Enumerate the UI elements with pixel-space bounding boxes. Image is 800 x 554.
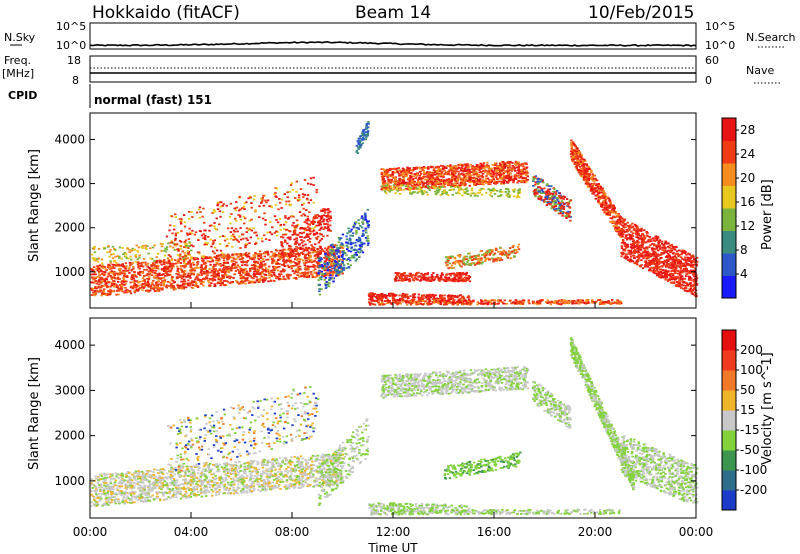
velocity-echoes <box>90 337 699 516</box>
power-cbar-tick: 28 <box>740 123 755 137</box>
power-cbar-tick: 4 <box>740 267 748 281</box>
power-cbar-tick: 8 <box>740 243 748 257</box>
noise-strip: N.Sky 10^5 10^0 10^5 10^0 N.Search <box>4 20 796 52</box>
power-ytick-3000: 3000 <box>54 177 85 191</box>
power-swatch <box>722 163 736 186</box>
velocity-colorbar-label: Velocity [m s^-1] <box>760 352 775 465</box>
time-axis: 00:00 04:00 08:00 12:00 16:00 20:00 00:00 <box>73 302 714 539</box>
velocity-cbar-tick: -50 <box>740 443 760 457</box>
velocity-swatch <box>722 390 736 411</box>
velocity-swatch <box>722 490 736 511</box>
power-swatch <box>722 208 736 231</box>
nave-tick-bottom: 0 <box>705 74 712 87</box>
nsky-tick-bottom: 10^0 <box>56 39 86 52</box>
xtick-label-1: 04:00 <box>174 525 209 539</box>
velocity-cbar-tick: -15 <box>740 423 760 437</box>
velocity-cbar-tick: 50 <box>740 383 755 397</box>
freq-unit: [MHz] <box>2 67 34 80</box>
noise-sky-line <box>89 40 697 47</box>
xtick-label-0: 00:00 <box>73 525 108 539</box>
cpid-label: CPID <box>8 89 37 102</box>
nave-tick-top: 60 <box>705 54 719 67</box>
xtick-label-2: 08:00 <box>275 525 310 539</box>
velocity-swatch <box>722 370 736 391</box>
velocity-cbar-tick: -200 <box>740 483 767 497</box>
nsky-label: N.Sky <box>4 31 36 44</box>
velocity-cbar-tick: 200 <box>740 343 763 357</box>
velocity-ytick-3000: 3000 <box>54 383 85 397</box>
velocity-cbar-tick: 15 <box>740 403 755 417</box>
velocity-panel: 1000 2000 3000 4000 Slant Range [km] <box>27 317 699 519</box>
nsearch-tick-bottom: 10^0 <box>705 39 735 52</box>
velocity-ylabel: Slant Range [km] <box>27 357 42 470</box>
power-ytick-1000: 1000 <box>54 265 85 279</box>
power-swatch <box>722 140 736 164</box>
time-axis-label: Time UT <box>367 541 418 554</box>
power-swatch <box>722 118 736 141</box>
velocity-ytick-2000: 2000 <box>54 429 85 443</box>
xtick-label-5: 20:00 <box>578 525 613 539</box>
freq-label: Freq. <box>4 54 31 67</box>
power-ytick-2000: 2000 <box>54 221 85 235</box>
freq-tick-top: 18 <box>67 54 81 67</box>
velocity-swatch <box>722 410 736 431</box>
xtick-label-6: 00:00 <box>679 525 714 539</box>
nsearch-label: N.Search <box>746 31 796 44</box>
xtick-label-3: 12:00 <box>376 525 411 539</box>
power-cbar-tick: 20 <box>740 171 755 185</box>
cpid-strip: CPID normal (fast) 151 <box>8 84 212 108</box>
power-echoes <box>90 121 699 306</box>
velocity-cbar-tick: 100 <box>740 363 763 377</box>
xtick-label-4: 16:00 <box>477 525 512 539</box>
nsearch-tick-top: 10^5 <box>705 20 735 33</box>
velocity-ytick-4000: 4000 <box>54 338 85 352</box>
nsky-tick-top: 10^5 <box>56 20 86 33</box>
power-ylabel: Slant Range [km] <box>27 149 42 262</box>
power-colorbar: 4 8 12 16 20 24 28 <box>721 117 755 299</box>
power-cbar-tick: 12 <box>740 219 755 233</box>
freq-tick-bottom: 8 <box>72 74 79 87</box>
power-swatch <box>722 185 736 209</box>
power-swatch <box>722 230 736 254</box>
power-swatch <box>722 253 736 276</box>
velocity-swatch <box>722 430 736 451</box>
velocity-swatch <box>722 470 736 491</box>
nave-label: Nave <box>746 64 774 77</box>
beam-label: Beam 14 <box>355 3 431 23</box>
date-label: 10/Feb/2015 <box>588 3 694 23</box>
freq-strip: Freq. [MHz] 18 8 60 0 Nave <box>2 54 780 87</box>
power-colorbar-label: Power [dB] <box>760 179 775 250</box>
power-cbar-tick: 24 <box>740 147 755 161</box>
velocity-colorbar: 200 100 50 15 -15 -50 -100 -200 <box>721 329 767 511</box>
power-swatch <box>722 275 736 299</box>
velocity-swatch <box>722 330 736 351</box>
velocity-swatch <box>722 450 736 471</box>
velocity-cbar-tick: -100 <box>740 463 767 477</box>
power-ytick-4000: 4000 <box>54 132 85 146</box>
velocity-ytick-1000: 1000 <box>54 474 85 488</box>
cpid-value: normal (fast) 151 <box>94 93 212 107</box>
power-cbar-tick: 16 <box>740 195 755 209</box>
station-title: Hokkaido (fitACF) <box>92 3 240 23</box>
velocity-swatch <box>722 350 736 371</box>
power-panel: 1000 2000 3000 4000 Slant Range [km] <box>27 112 699 309</box>
